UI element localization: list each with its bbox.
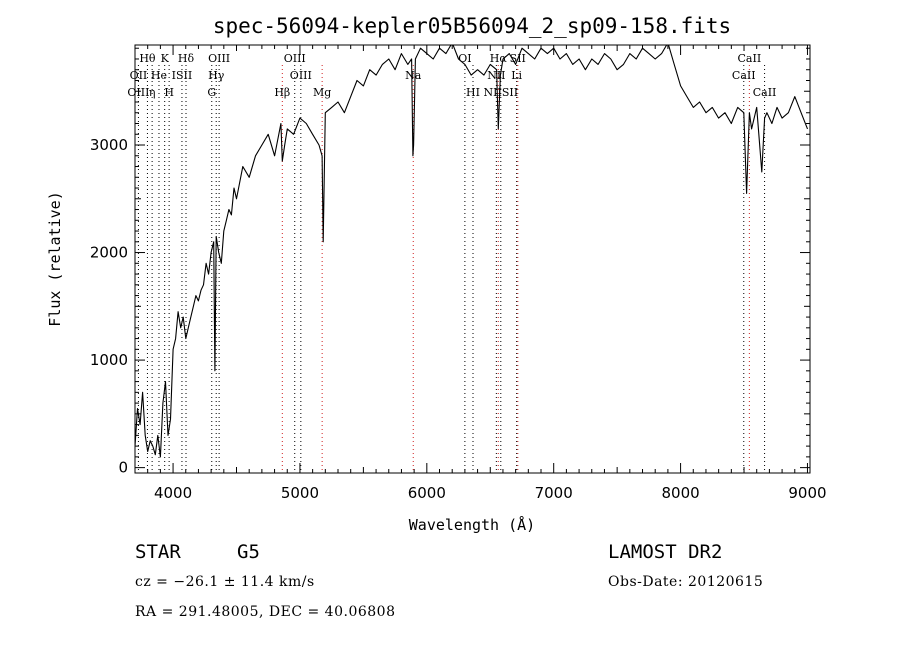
line-label: Hα (490, 52, 508, 65)
spectrum-series (135, 45, 809, 458)
spectral-subclass: G5 (237, 541, 260, 563)
line-label: Hγ (208, 69, 225, 82)
x-tick-label: 6000 (408, 484, 446, 502)
line-label: OIII (290, 69, 312, 82)
x-tick-label: 4000 (154, 484, 192, 502)
line-label: OIII (284, 52, 306, 65)
chart-title: spec-56094-kepler05B56094_2_sp09-158.fit… (213, 14, 731, 38)
redshift-text: cz = −26.1 ± 11.4 km/s (135, 574, 315, 590)
line-label: Hβ (274, 86, 290, 99)
plot-area: 4000 5000 6000 7000 8000 9000 0 1000 2000 3000 Hθ K… (90, 44, 827, 502)
line-label: He (151, 69, 167, 82)
obs-date-text: Obs-Date: 20120615 (608, 574, 764, 590)
line-label: OIII (208, 52, 230, 65)
survey-name: LAMOST DR2 (608, 541, 723, 563)
x-tick-label: 5000 (281, 484, 319, 502)
line-label: Hθ (139, 52, 156, 65)
line-label: CaII (738, 52, 762, 65)
x-tick-label: 7000 (535, 484, 573, 502)
x-tick-label: 9000 (788, 484, 826, 502)
y-tick-label: 3000 (90, 136, 128, 154)
line-label: Na (405, 69, 422, 82)
coordinates-text: RA = 291.48005, DEC = 40.06808 (135, 604, 396, 620)
y-axis-label: Flux (relative) (46, 191, 64, 326)
line-label: OII (130, 69, 148, 82)
line-label: K (161, 52, 170, 65)
line-label: Mg (313, 86, 331, 99)
line-label: OI (458, 52, 471, 65)
x-tick-label: 8000 (661, 484, 699, 502)
line-label: OIII (127, 86, 149, 99)
line-label: CaII (753, 86, 777, 99)
x-axis-label: Wavelength (Å) (409, 515, 535, 534)
line-label: CaII (732, 69, 756, 82)
line-label: H (164, 86, 174, 99)
line-label: η (149, 86, 156, 99)
object-type: STAR (135, 541, 181, 563)
line-label: HI (466, 86, 480, 99)
line-label: G (207, 86, 216, 99)
line-label: NIISII (484, 86, 519, 99)
line-label: Li (511, 69, 522, 82)
plot-frame (134, 44, 811, 474)
spectrum-chart: spec-56094-kepler05B56094_2_sp09-158.fit… (46, 14, 827, 534)
y-tick-label: 2000 (90, 244, 128, 262)
line-label: Hδ (178, 52, 195, 65)
y-tick-label: 0 (118, 459, 128, 477)
line-label: ISII (172, 69, 193, 82)
y-tick-label: 1000 (90, 351, 128, 369)
